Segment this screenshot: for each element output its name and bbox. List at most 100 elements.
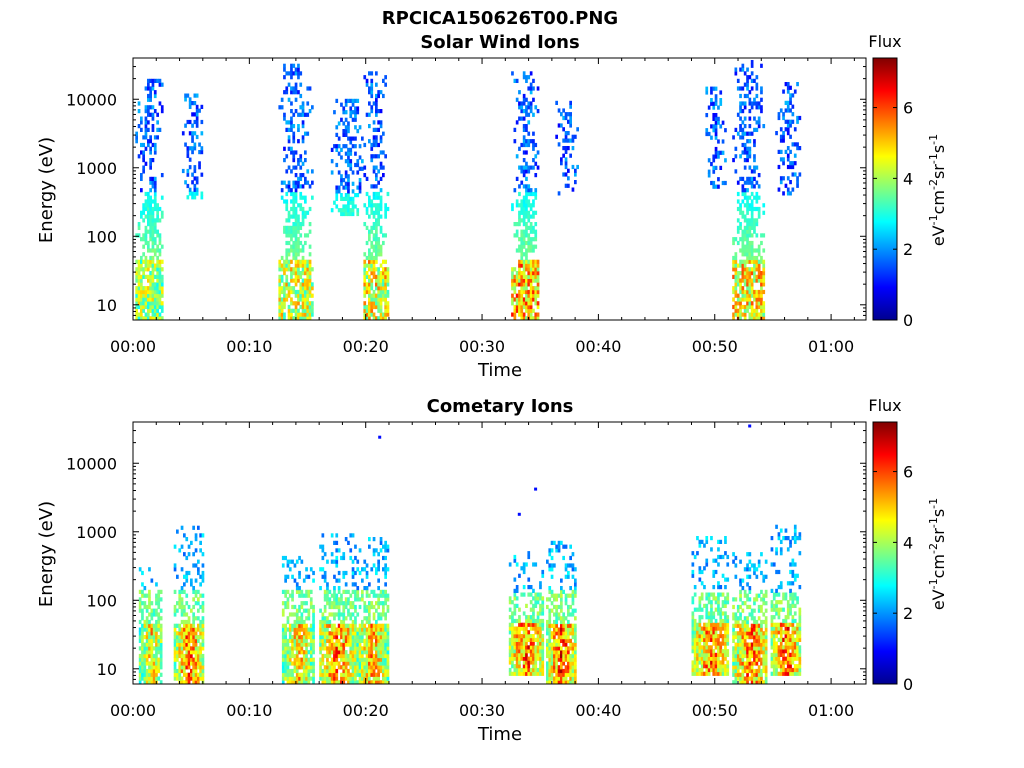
heatmap-cell bbox=[553, 563, 556, 568]
heatmap-cell bbox=[513, 634, 517, 639]
heatmap-cell bbox=[539, 596, 542, 601]
heatmap-cell bbox=[323, 619, 327, 625]
heatmap-cell bbox=[522, 592, 526, 597]
heatmap-cell bbox=[532, 210, 535, 215]
heatmap-cell bbox=[786, 191, 790, 196]
heatmap-cell bbox=[734, 169, 738, 174]
heatmap-cell bbox=[368, 653, 371, 659]
heatmap-cell bbox=[522, 569, 526, 575]
heatmap-cell bbox=[571, 635, 575, 640]
heatmap-cell bbox=[145, 635, 149, 640]
heatmap-cell bbox=[307, 612, 311, 617]
heatmap-cell bbox=[550, 676, 554, 681]
heatmap-cell bbox=[525, 206, 528, 212]
heatmap-cell bbox=[290, 63, 293, 68]
heatmap-cell bbox=[372, 657, 376, 662]
heatmap-cell bbox=[375, 165, 378, 170]
heatmap-cell bbox=[368, 665, 371, 670]
heatmap-cell bbox=[384, 616, 387, 621]
heatmap-cell bbox=[288, 650, 292, 655]
heatmap-cell bbox=[199, 593, 202, 598]
heatmap-cell bbox=[734, 259, 738, 264]
heatmap-cell bbox=[750, 267, 754, 272]
heatmap-cell bbox=[333, 635, 336, 640]
heatmap-cell bbox=[180, 653, 184, 659]
heatmap-cell bbox=[712, 634, 716, 639]
heatmap-cell bbox=[762, 274, 766, 279]
heatmap-cell bbox=[700, 634, 704, 639]
heatmap-cell bbox=[299, 154, 303, 159]
heatmap-cell bbox=[525, 225, 528, 230]
heatmap-cell bbox=[330, 147, 334, 152]
heatmap-cell bbox=[693, 652, 697, 657]
heatmap-cell bbox=[569, 661, 572, 666]
heatmap-cell bbox=[748, 180, 752, 185]
heatmap-cell bbox=[158, 293, 162, 298]
heatmap-cell bbox=[384, 271, 387, 276]
heatmap-cell bbox=[201, 570, 205, 576]
heatmap-cell bbox=[696, 634, 699, 639]
heatmap-cell bbox=[302, 608, 306, 613]
heatmap-cell bbox=[283, 259, 286, 264]
heatmap-cell bbox=[548, 650, 552, 655]
heatmap-cell bbox=[201, 578, 205, 583]
heatmap-cell bbox=[375, 286, 378, 291]
heatmap-cell bbox=[529, 191, 533, 197]
heatmap-cell bbox=[707, 169, 711, 174]
heatmap-cell bbox=[550, 657, 554, 662]
heatmap-cell bbox=[305, 631, 308, 636]
heatmap-cell bbox=[736, 616, 740, 621]
heatmap-cell bbox=[384, 206, 387, 212]
heatmap-cell bbox=[714, 113, 718, 118]
heatmap-cell bbox=[379, 297, 383, 302]
heatmap-cell bbox=[696, 630, 699, 635]
heatmap-cell bbox=[365, 593, 369, 598]
heatmap-cell bbox=[372, 312, 376, 317]
heatmap-cell bbox=[333, 661, 336, 666]
heatmap-cell bbox=[158, 267, 162, 272]
heatmap-cell bbox=[197, 650, 200, 655]
heatmap-cell bbox=[717, 607, 720, 612]
heatmap-cell bbox=[192, 657, 195, 662]
heatmap-cell bbox=[562, 680, 565, 685]
heatmap-cell bbox=[741, 661, 745, 666]
heatmap-cell bbox=[286, 627, 290, 632]
heatmap-cell bbox=[710, 547, 713, 552]
heatmap-cell bbox=[370, 631, 374, 636]
heatmap-cell bbox=[564, 616, 568, 621]
heatmap-cell bbox=[349, 665, 353, 670]
heatmap-cell bbox=[748, 252, 752, 257]
heatmap-cell bbox=[297, 203, 300, 208]
heatmap-cell bbox=[201, 616, 205, 621]
heatmap-cell bbox=[541, 649, 545, 654]
heatmap-cell bbox=[377, 240, 380, 246]
heatmap-cell bbox=[291, 672, 294, 677]
heatmap-cell bbox=[370, 203, 374, 208]
heatmap-cell bbox=[536, 150, 540, 155]
heatmap-cell bbox=[726, 562, 730, 567]
heatmap-cell bbox=[755, 301, 759, 306]
heatmap-cell bbox=[527, 577, 531, 582]
heatmap-cell bbox=[705, 592, 709, 597]
heatmap-cell bbox=[508, 562, 512, 567]
heatmap-cell bbox=[180, 676, 184, 681]
heatmap-cell bbox=[691, 660, 695, 665]
heatmap-cell bbox=[149, 278, 152, 283]
heatmap-cell bbox=[283, 267, 286, 272]
heatmap-cell bbox=[287, 218, 291, 223]
heatmap-cell bbox=[548, 676, 552, 681]
heatmap-cell bbox=[151, 206, 155, 212]
heatmap-cell bbox=[180, 680, 184, 685]
heatmap-cell bbox=[321, 676, 325, 681]
heatmap-cell bbox=[724, 536, 727, 541]
heatmap-cell bbox=[305, 665, 308, 670]
heatmap-cell bbox=[155, 646, 158, 651]
heatmap-cell bbox=[321, 668, 325, 674]
heatmap-cell bbox=[145, 672, 149, 677]
heatmap-cell bbox=[365, 263, 369, 268]
heatmap-cell bbox=[191, 131, 194, 136]
heatmap-cell bbox=[567, 638, 570, 643]
heatmap-cell bbox=[290, 233, 293, 238]
heatmap-cell bbox=[344, 623, 348, 628]
